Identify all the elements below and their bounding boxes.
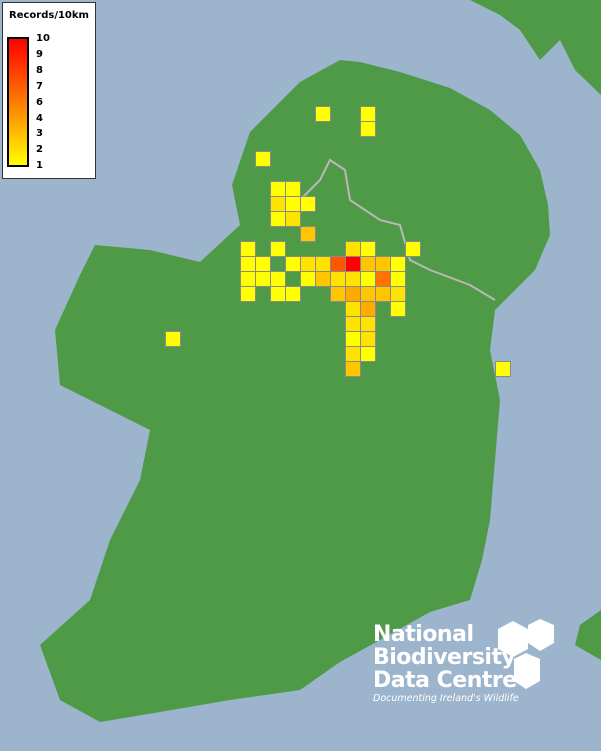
record-square[interactable] — [240, 256, 256, 272]
record-square[interactable] — [360, 106, 376, 122]
legend: Records/10km 10 9 8 7 6 4 3 2 1 — [2, 2, 96, 179]
legend-tick: 4 — [36, 112, 43, 124]
legend-tick: 8 — [36, 64, 43, 76]
record-square[interactable] — [360, 271, 376, 287]
record-square[interactable] — [165, 331, 181, 347]
record-square[interactable] — [360, 331, 376, 347]
record-square[interactable] — [390, 301, 406, 317]
record-square[interactable] — [285, 286, 301, 302]
record-square[interactable] — [375, 286, 391, 302]
nbdc-logo: National Biodiversity Data Centre Docume… — [373, 619, 554, 704]
record-square[interactable] — [345, 256, 361, 272]
legend-title: Records/10km — [9, 10, 89, 21]
legend-tick: 2 — [36, 144, 43, 156]
record-square[interactable] — [270, 241, 286, 257]
record-square[interactable] — [345, 331, 361, 347]
wales-land — [575, 610, 601, 660]
record-square[interactable] — [240, 241, 256, 257]
record-square[interactable] — [360, 121, 376, 137]
logo-line-1: National — [373, 622, 474, 647]
record-square[interactable] — [315, 271, 331, 287]
record-square[interactable] — [360, 286, 376, 302]
record-square[interactable] — [375, 256, 391, 272]
record-square[interactable] — [360, 346, 376, 362]
record-square[interactable] — [255, 271, 271, 287]
logo-line-3: Data Centre — [373, 668, 517, 693]
record-square[interactable] — [270, 271, 286, 287]
record-square[interactable] — [300, 271, 316, 287]
logo-line-2: Biodiversity — [373, 645, 516, 670]
record-square[interactable] — [285, 196, 301, 212]
record-square[interactable] — [390, 286, 406, 302]
record-square[interactable] — [300, 226, 316, 242]
record-square[interactable] — [360, 301, 376, 317]
legend-tick: 10 — [36, 33, 50, 44]
record-square[interactable] — [495, 361, 511, 377]
record-square[interactable] — [345, 286, 361, 302]
record-square[interactable] — [255, 256, 271, 272]
record-square[interactable] — [270, 211, 286, 227]
record-square[interactable] — [390, 256, 406, 272]
record-square[interactable] — [345, 316, 361, 332]
record-square[interactable] — [315, 106, 331, 122]
record-grid — [165, 106, 511, 377]
record-square[interactable] — [360, 241, 376, 257]
record-square[interactable] — [315, 256, 331, 272]
record-square[interactable] — [330, 286, 346, 302]
record-square[interactable] — [285, 211, 301, 227]
record-square[interactable] — [255, 151, 271, 167]
legend-tick: 9 — [36, 48, 43, 60]
record-square[interactable] — [405, 241, 421, 257]
record-square[interactable] — [330, 271, 346, 287]
logo-tagline: Documenting Ireland's Wildlife — [373, 693, 519, 704]
record-square[interactable] — [240, 271, 256, 287]
legend-tick: 7 — [36, 80, 43, 92]
record-square[interactable] — [240, 286, 256, 302]
record-square[interactable] — [330, 256, 346, 272]
record-square[interactable] — [300, 196, 316, 212]
record-square[interactable] — [375, 271, 391, 287]
legend-tick: 6 — [36, 96, 43, 108]
scotland-land — [470, 0, 601, 95]
record-square[interactable] — [390, 271, 406, 287]
legend-tick: 3 — [36, 128, 43, 140]
record-square[interactable] — [360, 316, 376, 332]
ireland-land — [40, 60, 550, 722]
record-square[interactable] — [300, 256, 316, 272]
record-square[interactable] — [270, 196, 286, 212]
nbdc-hexagon-icon — [498, 619, 554, 689]
legend-tick: 1 — [36, 160, 43, 172]
county-borders — [299, 158, 496, 301]
record-square[interactable] — [345, 241, 361, 257]
record-square[interactable] — [345, 301, 361, 317]
record-square[interactable] — [270, 181, 286, 197]
record-square[interactable] — [345, 271, 361, 287]
record-square[interactable] — [285, 181, 301, 197]
legend-color-scale — [7, 37, 29, 167]
record-square[interactable] — [285, 256, 301, 272]
record-square[interactable] — [345, 361, 361, 377]
record-square[interactable] — [360, 256, 376, 272]
record-square[interactable] — [345, 346, 361, 362]
record-square[interactable] — [270, 286, 286, 302]
